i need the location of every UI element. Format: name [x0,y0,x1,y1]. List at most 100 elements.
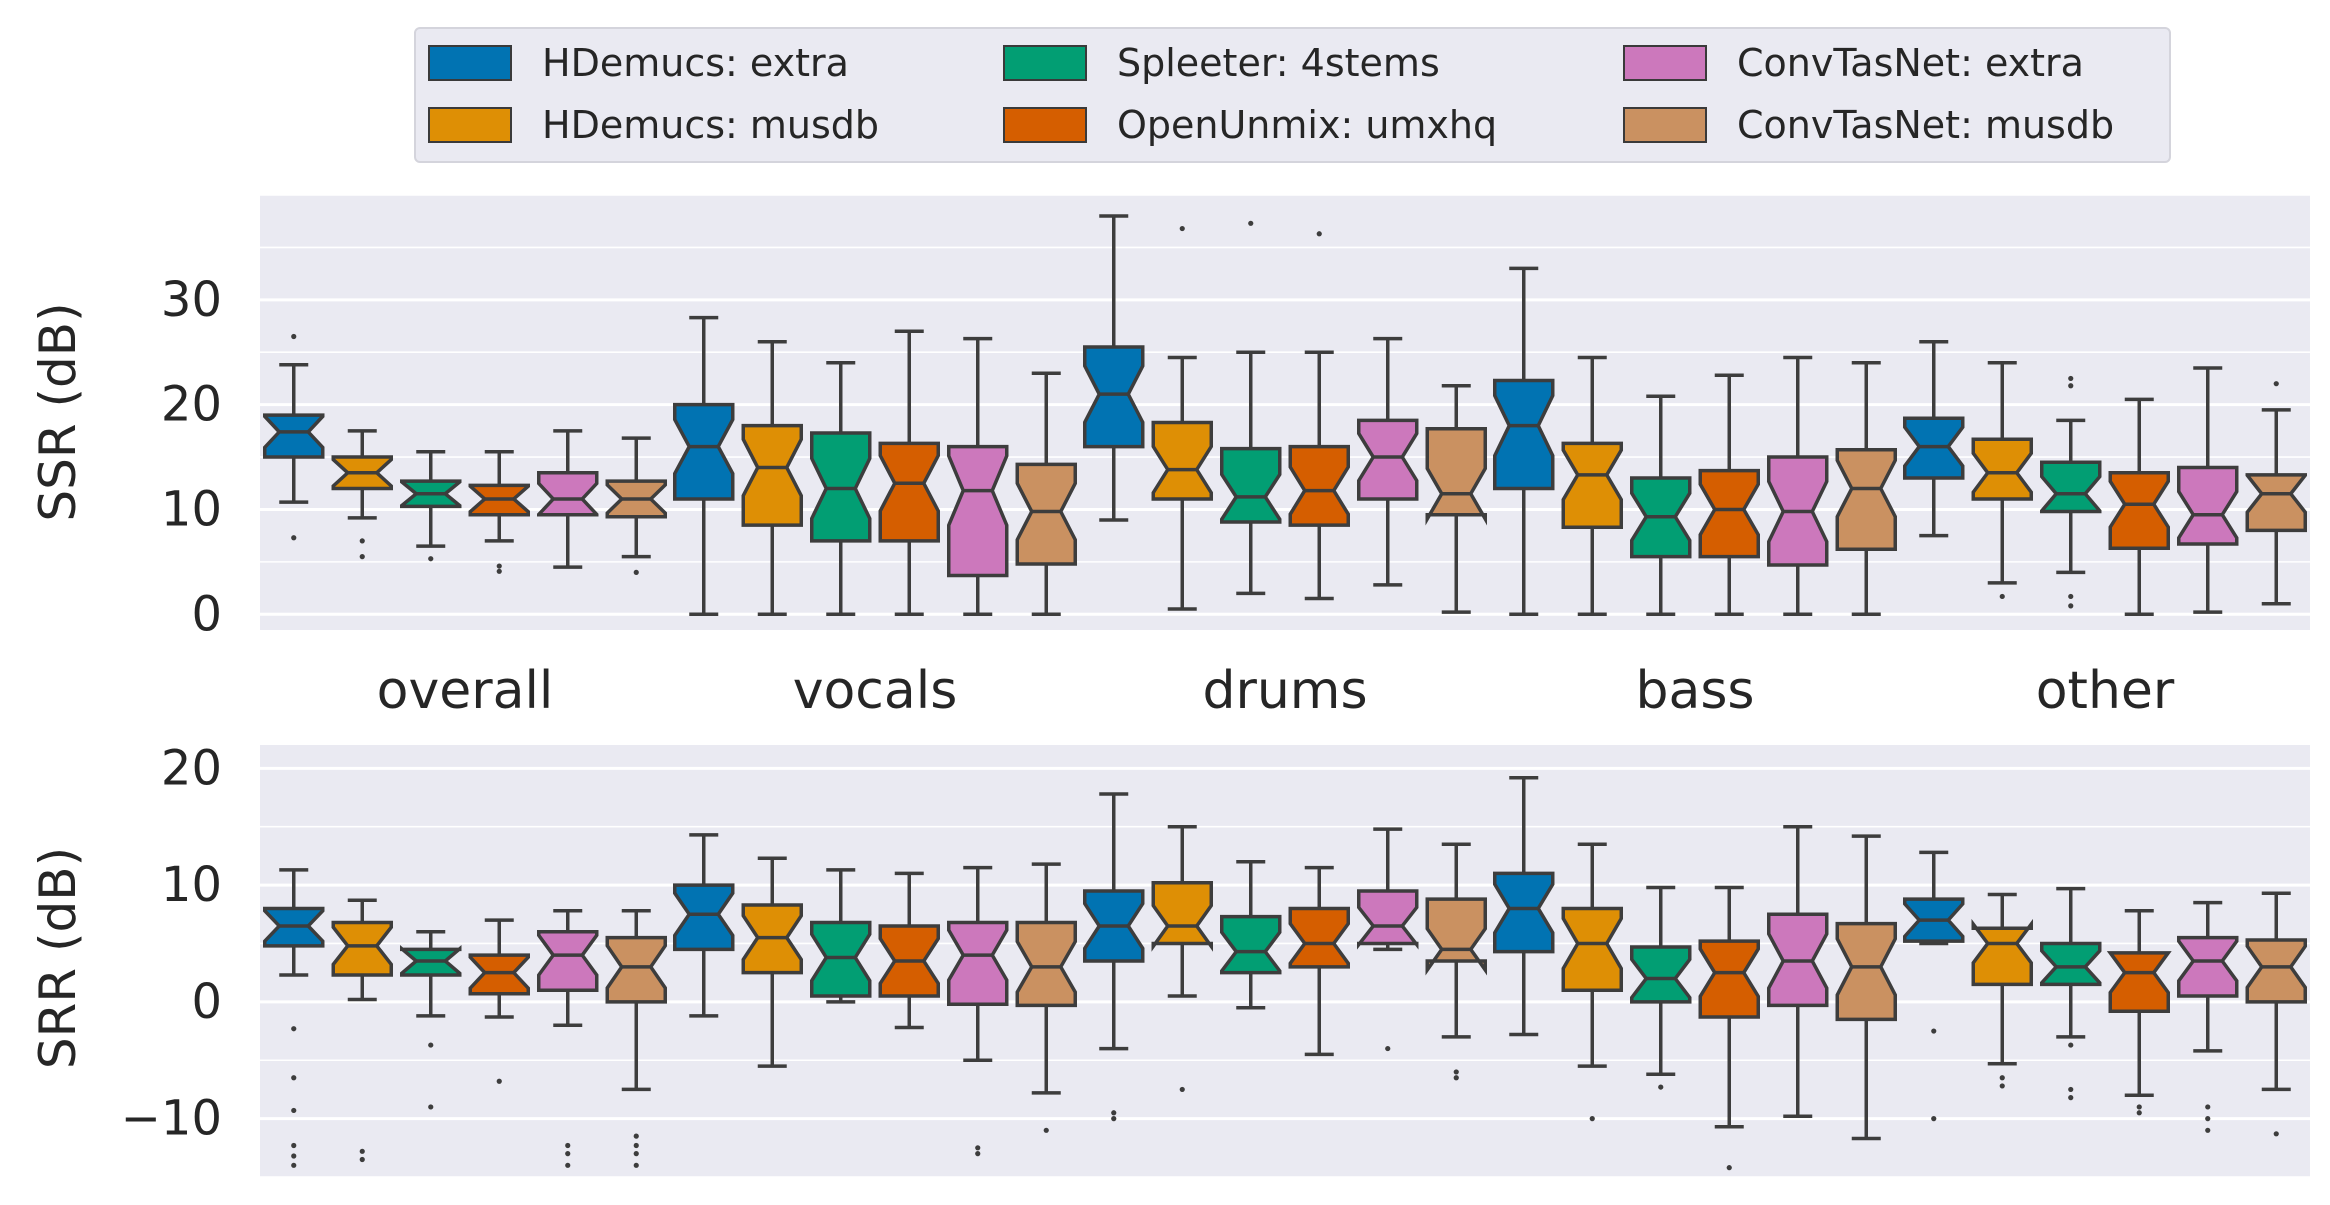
outlier-point [565,1142,571,1149]
outlier-point [1999,1075,2005,1081]
box-srr-bass-series-0 [1493,775,1555,1037]
notched-box [2245,938,2307,1004]
outlier-point [291,1075,297,1081]
legend-swatch [1003,45,1087,81]
notched-box [1971,437,2033,501]
notched-box [1288,906,1350,969]
outlier-point [359,538,365,544]
legend-item-hdemucs-extra: HDemucs: extra [428,41,849,85]
box-srr-drums-series-3 [1288,865,1350,1057]
category-label-drums: drums [1202,661,1367,721]
notched-box [1220,446,1282,524]
category-label-vocals: vocals [793,661,958,721]
box-srr-other-series-4 [2177,900,2239,1133]
box-srr-bass-series-2 [1630,885,1692,1090]
box-ssr-vocals-series-0 [673,315,735,617]
outlier-point [2273,1131,2279,1137]
notched-box [673,883,735,952]
box-ssr-bass-series-1 [1561,355,1623,617]
outlier-point [1385,1045,1391,1052]
outlier-point [291,1107,297,1114]
box-ssr-vocals-series-4 [947,336,1009,617]
ssr-gridlines [260,194,2310,616]
outlier-point [428,1104,434,1110]
outlier-point [1589,1116,1595,1122]
srr-box-marks [263,775,2307,1171]
notched-box [2177,935,2239,998]
y-tick-label: 0 [191,586,222,642]
outlier-point [633,1133,639,1139]
legend-item-hdemucs-musdb: HDemucs: musdb [428,103,879,147]
outlier-point [1999,1083,2005,1089]
ssr-y-tick-labels: 0 10 20 30 [161,272,222,642]
notched-box [741,423,803,527]
notched-box [1835,447,1897,552]
category-label-overall: overall [377,661,554,721]
outlier-point [1931,1028,1937,1034]
legend-label: OpenUnmix: umxhq [1117,103,1498,147]
ssr-box-marks [263,214,2307,617]
box-ssr-other-series-0 [1903,339,1965,538]
box-srr-other-series-5 [2245,891,2307,1137]
legend-swatch [1003,107,1087,143]
box-ssr-overall-series-1 [331,429,393,560]
box-srr-other-series-0 [1903,850,1965,1122]
box-srr-overall-series-2 [400,930,462,1110]
ssr-y-axis-label: SSR (dB) [29,302,87,521]
notched-box [2040,460,2102,514]
notched-box [2040,941,2102,987]
box-ssr-drums-series-0 [1083,214,1145,522]
outlier-point [1248,220,1254,226]
box-ssr-vocals-series-3 [878,329,940,617]
outlier-point [428,556,434,562]
outlier-point [496,1078,502,1084]
box-srr-bass-series-1 [1561,842,1623,1122]
notched-box [537,930,599,992]
notched-box [1220,914,1282,975]
outlier-point [2136,1110,2142,1116]
box-srr-drums-series-5 [1425,842,1487,1081]
box-srr-drums-series-2 [1220,860,1282,1010]
outlier-point [2136,1104,2142,1110]
srr-y-axis-label: SRR (dB) [29,847,87,1069]
legend-item-spleeter-4stems: Spleeter: 4stems [1003,41,1440,85]
legend-swatch [428,107,512,143]
outlier-point [2068,593,2074,600]
box-srr-overall-series-5 [605,909,667,1168]
box-ssr-other-series-3 [2108,397,2170,617]
box-ssr-overall-series-5 [605,436,667,575]
notched-box [1425,426,1487,526]
box-ssr-bass-series-4 [1767,355,1829,617]
box-srr-drums-series-4 [1357,827,1419,1052]
box-ssr-bass-series-2 [1630,394,1692,617]
notched-box [1698,468,1760,559]
outlier-point [359,1156,365,1163]
outlier-point [1179,225,1185,232]
y-tick-label: 10 [161,481,222,537]
box-srr-overall-series-4 [537,909,599,1168]
notched-box [1015,462,1077,566]
box-srr-vocals-series-4 [947,865,1009,1157]
notched-box [2177,465,2239,546]
legend-item-convtasnet-extra: ConvTasNet: extra [1623,41,2084,85]
notched-box [1015,920,1077,1008]
outlier-point [2068,1095,2074,1101]
outlier-point [1726,1165,1732,1171]
srr-panel-background [260,745,2310,1177]
outlier-point [633,1142,639,1149]
box-ssr-overall-series-4 [537,429,599,569]
notched-box [1357,889,1419,950]
box-ssr-other-series-5 [2245,381,2307,606]
y-tick-label: 10 [161,857,222,913]
notched-box [1357,418,1419,501]
notched-box [1151,420,1213,501]
box-ssr-vocals-series-1 [741,339,803,617]
notched-box [1493,378,1555,491]
notched-box [263,413,325,459]
box-ssr-other-series-2 [2040,375,2102,609]
outlier-point [2068,383,2074,389]
box-srr-overall-series-0 [263,868,325,1168]
box-ssr-other-series-1 [1971,360,2033,600]
notched-box [1971,918,2033,987]
